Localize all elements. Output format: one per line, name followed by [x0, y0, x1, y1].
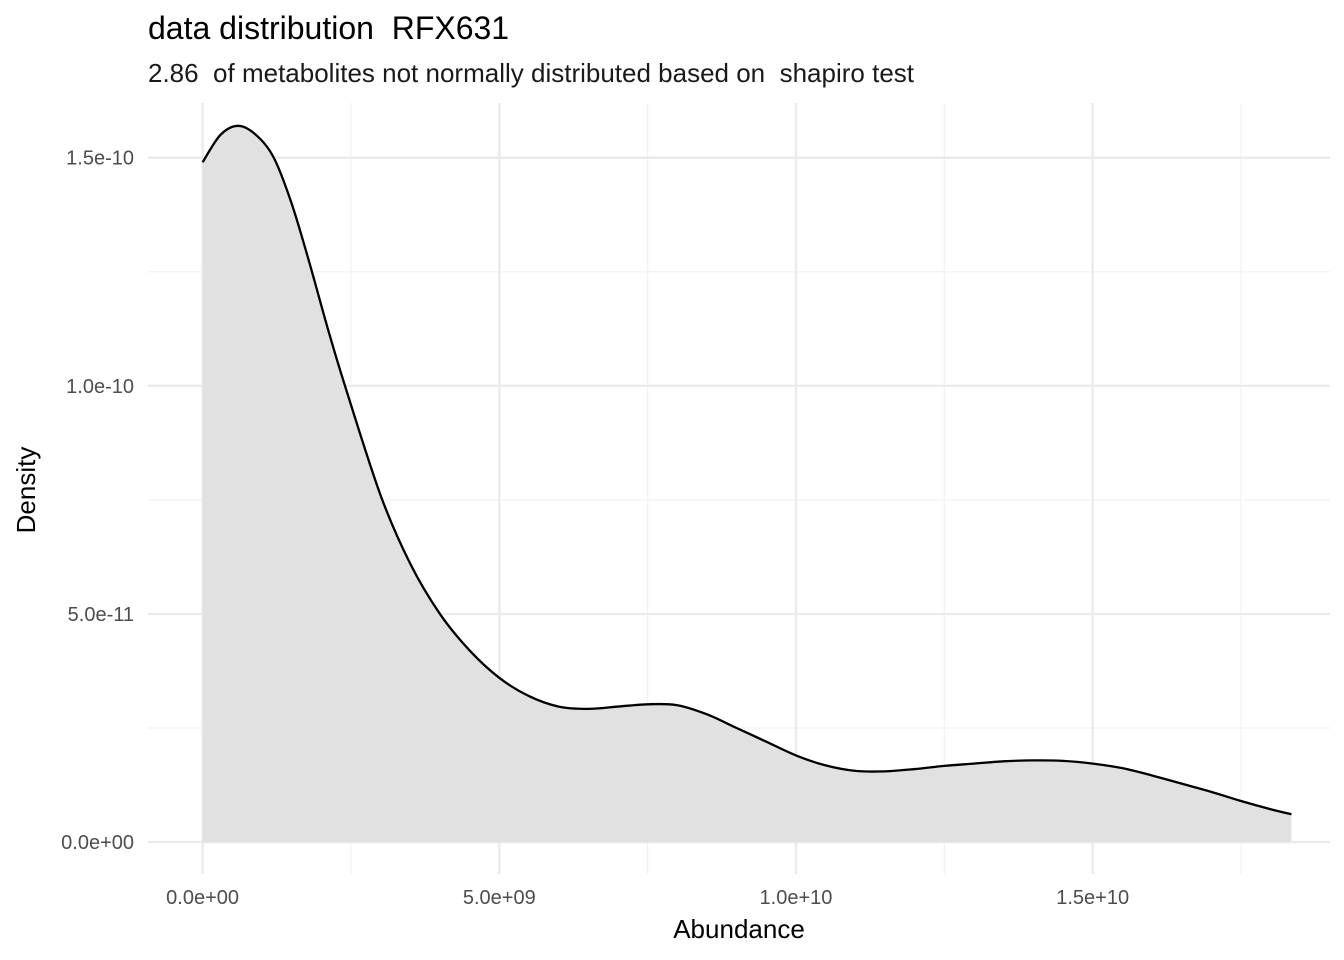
density-line	[201, 124, 1292, 816]
y-tick-label: 5.0e-11	[68, 604, 134, 626]
x-axis-label: Abundance	[673, 914, 805, 944]
chart-title: data distribution RFX631	[148, 10, 510, 46]
y-tick-label: 1.5e-10	[66, 148, 134, 170]
x-tick-label: 5.0e+09	[463, 887, 536, 909]
x-tick-label: 1.5e+10	[1056, 887, 1129, 909]
density-area	[202, 125, 1292, 843]
x-tick-label: 0.0e+00	[166, 887, 239, 909]
y-axis-label: Density	[11, 447, 41, 534]
x-tick-label: 1.0e+10	[760, 887, 833, 909]
axis-ticks: 0.0e+00 5.0e+09 1.0e+10 1.5e+10 0.0e+00 5.0e-…	[61, 148, 1129, 909]
y-tick-label: 0.0e+00	[61, 832, 134, 854]
chart-subtitle: 2.86 of metabolites not normally distrib…	[148, 58, 914, 88]
y-tick-label: 1.0e-10	[66, 376, 134, 398]
